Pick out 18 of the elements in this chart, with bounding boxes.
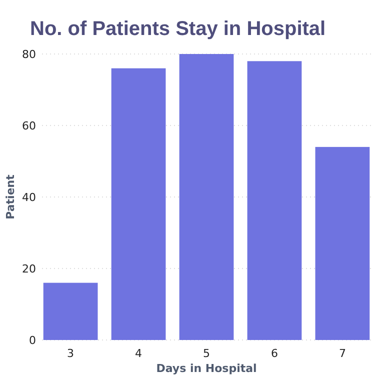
bar — [179, 54, 234, 340]
y-tick-label: 0 — [29, 334, 36, 347]
x-tick-label: 4 — [135, 347, 142, 360]
x-tick-label: 5 — [203, 347, 210, 360]
chart-title: No. of Patients Stay in Hospital — [30, 18, 326, 40]
x-tick-label: 7 — [338, 347, 346, 360]
bar — [111, 68, 166, 340]
y-tick-label: 20 — [22, 262, 36, 276]
x-axis-title: Days in Hospital — [156, 362, 257, 375]
y-tick-label: 60 — [22, 119, 36, 132]
bar — [247, 61, 302, 340]
y-axis-title: Patient — [4, 174, 17, 220]
x-tick-label: 3 — [67, 347, 74, 360]
y-tick-label: 80 — [22, 48, 36, 61]
bar — [43, 282, 98, 340]
x-tick-label: 6 — [270, 347, 278, 360]
y-tick-label: 40 — [22, 190, 36, 204]
bar — [315, 146, 370, 340]
